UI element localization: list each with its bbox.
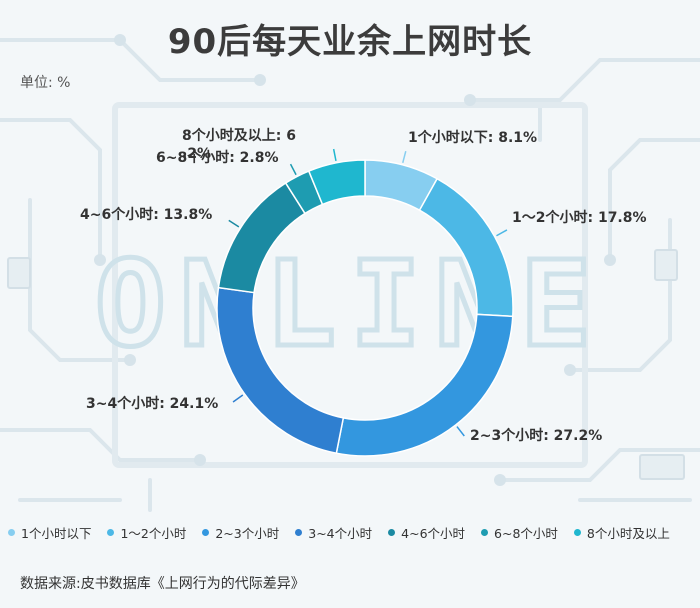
legend-item: 3~4个小时 <box>295 523 372 542</box>
slice-label: 1～2个小时: 17.8% <box>512 209 647 226</box>
legend-label: 1～2个小时 <box>120 526 187 541</box>
legend-swatch <box>8 529 15 536</box>
slice-label: 8个小时及以上: 6.2% <box>182 127 296 162</box>
unit-label: 单位: % <box>20 75 71 91</box>
legend-item: 6~8个小时 <box>481 523 558 542</box>
leader-line <box>332 148 337 161</box>
slice-label: 3~4个小时: 24.1% <box>86 395 218 412</box>
leader-line <box>402 151 407 164</box>
legend-item: 8个小时及以上 <box>573 523 670 542</box>
legend: 1个小时以下 1～2个小时 2~3个小时 3~4个小时 4~6个小时 6~8个小时 8个小时… <box>8 523 698 542</box>
leader-line <box>496 229 508 237</box>
legend-label: 6~8个小时 <box>494 526 558 541</box>
donut-slice <box>216 286 345 455</box>
leader-line <box>232 394 244 403</box>
legend-label: 2~3个小时 <box>215 526 280 541</box>
slice-label: 1个小时以下: 8.1% <box>408 129 537 146</box>
legend-swatch <box>107 529 115 536</box>
legend-item: 4~6个小时 <box>388 523 465 542</box>
slice-label: 6~8个小时: 2.8% <box>156 149 279 166</box>
data-source: 数据来源:皮书数据库《上网行为的代际差异》 <box>20 576 305 592</box>
legend-item: 1个小时以下 <box>8 523 91 542</box>
legend-label: 3~4个小时 <box>308 526 373 541</box>
legend-label: 8个小时及以上 <box>586 526 670 541</box>
legend-item: 1～2个小时 <box>107 523 186 542</box>
legend-swatch <box>202 529 210 536</box>
legend-item: 2~3个小时 <box>202 523 279 542</box>
legend-swatch <box>573 529 581 536</box>
legend-swatch <box>388 529 396 536</box>
leader-line <box>228 219 240 228</box>
legend-swatch <box>295 529 303 536</box>
legend-label: 4~6个小时 <box>401 526 466 541</box>
donut-slice <box>217 182 307 294</box>
leader-line <box>456 426 465 437</box>
donut-slice <box>418 177 514 318</box>
slice-label: 2~3个小时: 27.2% <box>470 427 602 444</box>
slice-label: 4~6个小时: 13.8% <box>80 206 212 223</box>
legend-swatch <box>481 529 489 536</box>
chart-title: 90后每天业余上网时长 <box>167 22 533 62</box>
donut-slice <box>307 159 366 206</box>
leader-line <box>289 163 297 176</box>
legend-label: 1个小时以下 <box>21 526 92 541</box>
